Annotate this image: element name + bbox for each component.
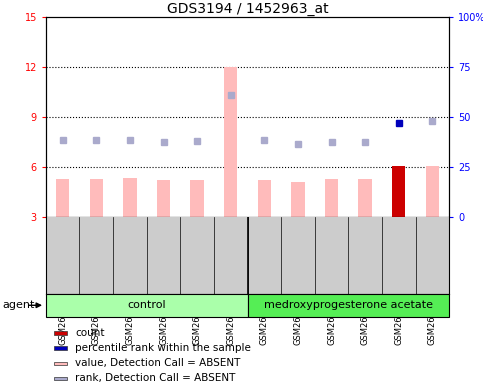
Bar — [426, 166, 439, 217]
Bar — [392, 166, 406, 217]
Text: medroxyprogesterone acetate: medroxyprogesterone acetate — [264, 300, 433, 310]
Text: value, Detection Call = ABSENT: value, Detection Call = ABSENT — [75, 358, 241, 368]
Bar — [54, 331, 67, 334]
Bar — [54, 377, 67, 380]
Bar — [157, 180, 170, 217]
Text: percentile rank within the sample: percentile rank within the sample — [75, 343, 251, 353]
Text: agent: agent — [2, 300, 35, 310]
Text: rank, Detection Call = ABSENT: rank, Detection Call = ABSENT — [75, 374, 236, 384]
Bar — [46, 294, 248, 317]
Bar — [190, 180, 204, 217]
Text: count: count — [75, 328, 105, 338]
Bar — [54, 361, 67, 365]
Title: GDS3194 / 1452963_at: GDS3194 / 1452963_at — [167, 2, 328, 16]
Text: control: control — [128, 300, 166, 310]
Bar — [257, 180, 271, 217]
Bar — [123, 178, 137, 217]
Bar — [89, 179, 103, 217]
Bar — [358, 179, 372, 217]
Bar — [224, 67, 238, 217]
Bar — [325, 179, 338, 217]
Bar — [291, 182, 305, 217]
Bar — [56, 179, 70, 217]
Bar — [248, 294, 449, 317]
Bar — [54, 346, 67, 350]
